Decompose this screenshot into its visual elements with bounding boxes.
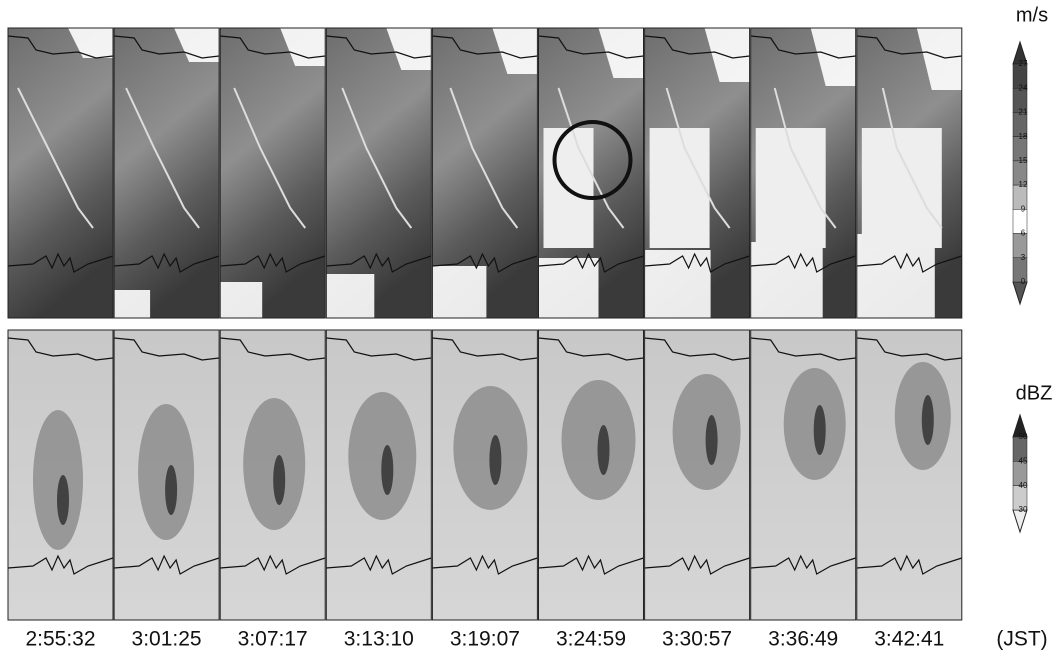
colorbar-tick: 9: [1021, 204, 1026, 213]
colorbar-tick: 3: [1021, 253, 1026, 262]
colorbar-tick: 12: [1019, 180, 1028, 189]
time-label: 3:19:07: [450, 628, 520, 651]
time-label: 3:30:57: [662, 628, 732, 651]
white-patch: [432, 266, 486, 318]
time-label: 3:42:41: [874, 628, 944, 651]
colorbar-tick: 40: [1019, 481, 1028, 490]
echo-core: [273, 455, 285, 505]
white-patch: [751, 242, 823, 318]
echo-core: [706, 415, 718, 465]
echo: [33, 410, 83, 550]
time-label: 3:01:25: [132, 628, 202, 651]
echo-core: [165, 465, 177, 515]
reflectivity-unit: dBZ: [1016, 382, 1053, 404]
colorbar-tick: 30: [1019, 505, 1028, 514]
white-patch: [650, 128, 710, 248]
colorbar-tick: 24: [1019, 83, 1028, 92]
echo-core: [814, 405, 826, 455]
colorbar-tick: 18: [1019, 132, 1028, 141]
time-zone: (JST): [996, 628, 1047, 651]
colorbar-tick: 6: [1021, 229, 1026, 238]
time-label: 3:24:59: [556, 628, 626, 651]
echo-core: [922, 395, 934, 445]
echo: [243, 398, 305, 530]
white-patch: [220, 282, 262, 318]
white-patch: [114, 290, 150, 318]
colorbar-tick: 27: [1019, 59, 1028, 68]
echo-core: [57, 475, 69, 525]
velocity-unit: m/s: [1016, 4, 1048, 26]
time-label: 3:13:10: [344, 628, 414, 651]
colorbar-tick: 50: [1019, 432, 1028, 441]
time-label: 2:55:32: [25, 628, 95, 651]
echo-core: [598, 425, 610, 475]
figure: m/s dBZ (JST) 2:55:32 3:01:25 3:07:17 3:13:…: [0, 0, 1055, 655]
echo: [138, 404, 194, 540]
white-patch: [326, 274, 374, 318]
colorbar-tick: 45: [1019, 456, 1028, 465]
colorbar-tick: 21: [1019, 108, 1028, 117]
time-label: 3:36:49: [768, 628, 838, 651]
colorbar-tick: 15: [1019, 156, 1028, 165]
white-patch: [539, 258, 599, 318]
echo-core: [489, 435, 501, 485]
white-patch: [645, 250, 711, 318]
echo-core: [381, 445, 393, 495]
colorbar-tick: 0: [1021, 277, 1026, 286]
echo: [348, 392, 416, 520]
white-patch: [862, 128, 942, 248]
time-label: 3:07:17: [238, 628, 308, 651]
